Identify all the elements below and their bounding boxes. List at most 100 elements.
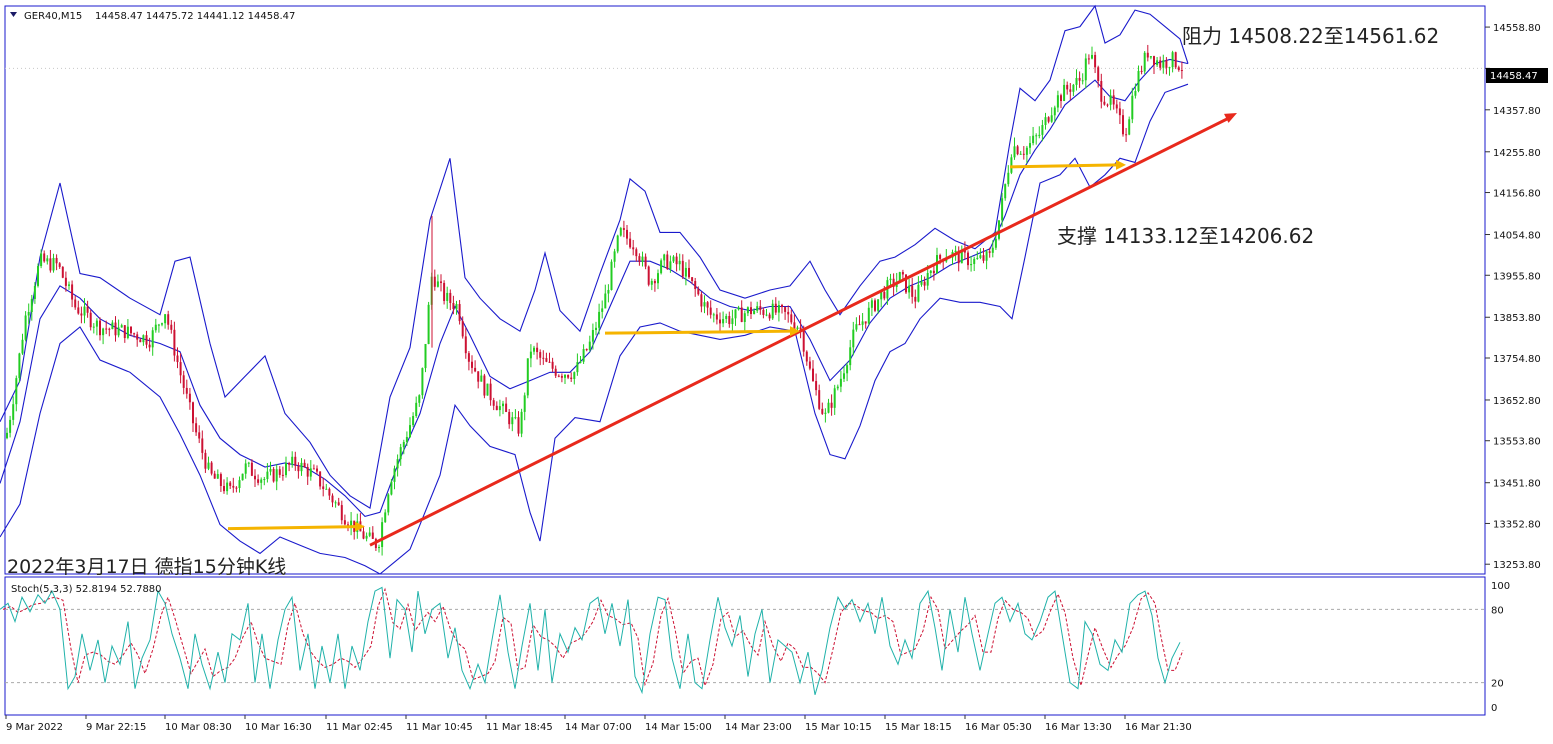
candle (626, 225, 628, 245)
candle (833, 384, 836, 415)
time-tick-label: 14 Mar 23:00 (725, 722, 792, 733)
candle (1087, 54, 1090, 65)
candle (12, 396, 15, 426)
candle (573, 371, 576, 385)
candle (864, 321, 867, 329)
candle (914, 289, 917, 309)
time-tick-label: 16 Mar 21:30 (1125, 722, 1192, 733)
time-tick-label: 16 Mar 13:30 (1045, 722, 1112, 733)
candle (18, 352, 21, 383)
candle (666, 250, 669, 270)
candle (1112, 89, 1115, 110)
candle (728, 311, 731, 328)
candle (657, 269, 659, 290)
candle (495, 401, 498, 411)
candle (232, 477, 235, 493)
candle (709, 300, 712, 319)
candle (529, 344, 532, 368)
stoch-title: Stoch(5,3,3) 52.8194 52.7880 (11, 584, 162, 595)
candle (970, 256, 973, 272)
candle (24, 311, 27, 342)
price-tick-label: 13253.80 (1493, 560, 1541, 571)
time-tick-label: 9 Mar 22:15 (86, 722, 146, 733)
time-tick-label: 9 Mar 2022 (6, 722, 63, 733)
candle (235, 486, 238, 493)
candle (740, 300, 743, 323)
candle (1010, 154, 1013, 175)
candle (223, 479, 225, 494)
candle (157, 323, 160, 333)
price-tick-label: 13451.80 (1493, 479, 1541, 490)
candle (706, 300, 709, 316)
chart-menu-triangle-icon[interactable] (10, 12, 17, 17)
candle (585, 348, 588, 352)
candle (694, 277, 697, 297)
candle (526, 358, 529, 399)
candle (489, 378, 492, 406)
candle (409, 417, 411, 438)
candle (824, 408, 827, 423)
candle (582, 344, 585, 364)
candle (185, 379, 188, 399)
candle (105, 320, 108, 335)
candle (337, 497, 340, 506)
candle (49, 249, 52, 273)
candle (1072, 83, 1075, 97)
candle (604, 284, 607, 309)
candle (269, 461, 272, 476)
candle (378, 544, 380, 553)
candle (170, 319, 173, 334)
candle (867, 302, 870, 326)
candle (176, 347, 179, 369)
candle (1146, 44, 1149, 62)
candle (734, 309, 737, 326)
candle (303, 459, 306, 468)
price-tick-label: 13754.80 (1493, 354, 1541, 365)
candle (576, 353, 579, 376)
candle (201, 430, 204, 460)
candle (6, 427, 8, 440)
candle (542, 350, 545, 365)
candle (474, 360, 477, 373)
candle (1125, 127, 1128, 142)
candle (142, 334, 145, 346)
candle (557, 374, 560, 378)
candle (192, 401, 194, 433)
candle (812, 360, 814, 382)
candle (533, 345, 535, 355)
candle (477, 371, 480, 389)
candle (768, 312, 771, 321)
candle (1032, 126, 1035, 146)
candle (1056, 90, 1059, 113)
candle (1165, 57, 1168, 75)
candle (790, 309, 793, 325)
candle (539, 349, 542, 366)
candle (843, 366, 845, 382)
candle (64, 271, 67, 292)
candle (684, 262, 687, 286)
candle (762, 307, 765, 319)
candle (976, 251, 979, 260)
candle (1177, 65, 1180, 72)
candle (207, 456, 210, 471)
candle (471, 355, 473, 374)
candle (467, 350, 470, 371)
candle (312, 464, 315, 470)
trendline-arrowhead (1224, 113, 1237, 123)
candle (136, 331, 139, 347)
candle (108, 327, 111, 337)
candle (387, 493, 390, 516)
candle (861, 312, 864, 331)
candle (911, 277, 914, 304)
candle (452, 295, 455, 315)
candle (55, 254, 58, 271)
candle (818, 384, 821, 411)
candle (418, 394, 421, 407)
candle (988, 247, 991, 258)
candle (1109, 89, 1112, 111)
candle (805, 350, 808, 366)
candle (300, 458, 303, 476)
candle (1103, 95, 1106, 106)
candle (967, 250, 969, 270)
